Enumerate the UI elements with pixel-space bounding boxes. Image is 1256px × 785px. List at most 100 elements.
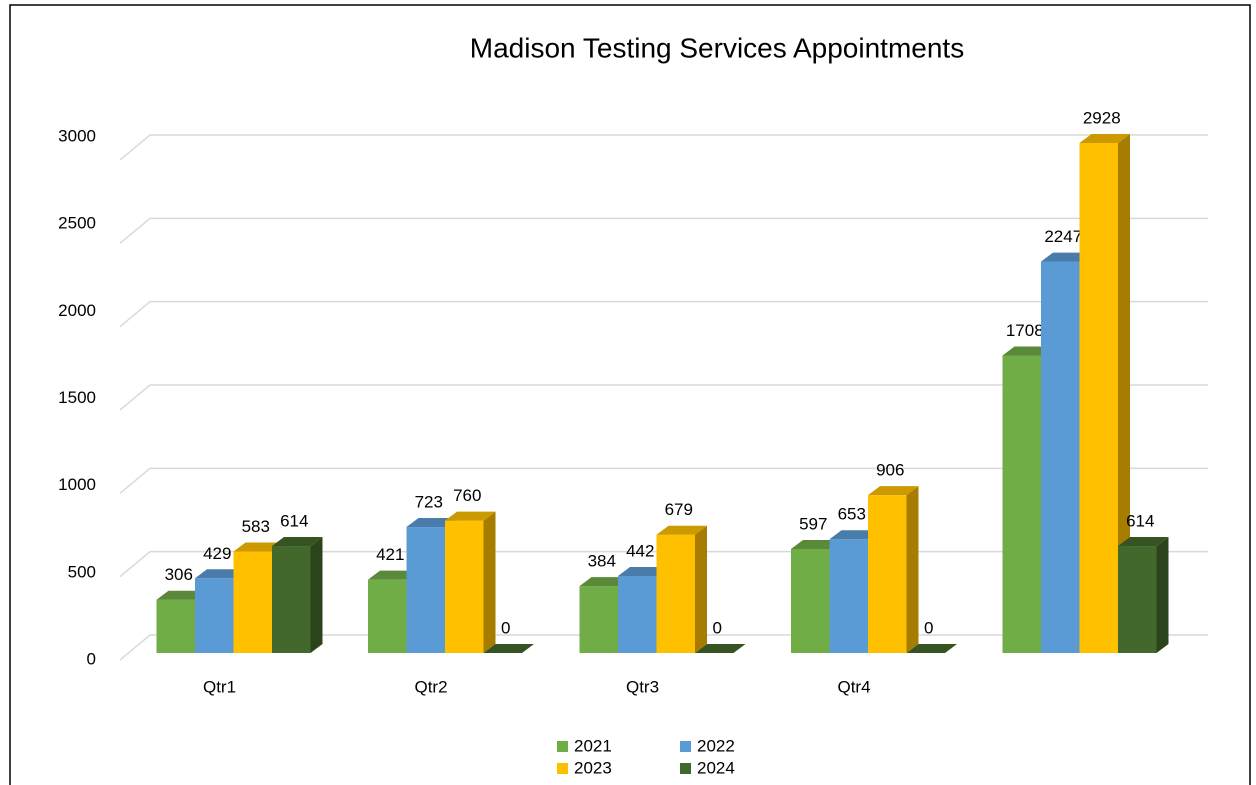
bar-front [656, 534, 695, 653]
bar-front [579, 586, 618, 653]
y-tick-label: 3000 [58, 126, 96, 145]
x-tick-label: Qtr1 [203, 677, 236, 696]
bar-top [1079, 133, 1130, 143]
bar [445, 511, 496, 653]
bar-top [791, 540, 842, 550]
data-label: 429 [203, 544, 231, 563]
x-tick-label: Qtr4 [837, 677, 870, 696]
bar-top [579, 577, 630, 587]
bar-front [829, 539, 868, 653]
bar [272, 537, 323, 653]
bar [656, 525, 707, 653]
bar-front [445, 520, 484, 653]
bar-front [272, 546, 311, 653]
legend-swatch [680, 763, 691, 774]
data-label: 1708 [1006, 321, 1044, 340]
bar-front [156, 599, 195, 653]
bar-front [368, 579, 407, 653]
data-label: 306 [165, 565, 193, 584]
grid-line [119, 300, 1208, 328]
data-label: 614 [1126, 512, 1154, 531]
data-label: 653 [838, 505, 866, 524]
bar-top [1041, 252, 1092, 262]
bar-front [618, 576, 657, 653]
bar-top [906, 644, 957, 653]
bar-top [272, 537, 323, 547]
data-label: 0 [501, 618, 510, 637]
data-label: 760 [453, 486, 481, 505]
bar [695, 644, 746, 653]
bar-front [868, 495, 907, 653]
bar-top [829, 530, 880, 540]
bar-front [791, 549, 830, 653]
y-tick-label: 2000 [58, 301, 96, 320]
bar-front [233, 551, 272, 653]
bar-front [406, 527, 445, 653]
chart-frame [9, 4, 1251, 785]
data-label: 597 [799, 514, 827, 533]
bar-top [195, 569, 246, 579]
y-tick-label: 0 [87, 649, 96, 668]
bar-side [1118, 133, 1130, 654]
legend-label: 2024 [697, 758, 735, 777]
x-tick-label: Qtr2 [414, 677, 447, 696]
legend-label: 2022 [697, 736, 735, 755]
bar-top [1118, 537, 1169, 547]
bar-front [1041, 261, 1080, 653]
bar-top [868, 486, 919, 496]
grid-line [119, 384, 1208, 411]
data-label: 0 [713, 618, 722, 637]
legend-swatch [680, 741, 691, 752]
bar-top [368, 570, 419, 580]
bar-front [1002, 355, 1041, 653]
bar-side [906, 486, 919, 653]
grid-line [119, 134, 1208, 161]
data-label: 2928 [1083, 108, 1121, 127]
data-label: 614 [280, 512, 308, 531]
data-label: 384 [588, 552, 616, 571]
data-label: 0 [924, 618, 933, 637]
bar-top [406, 518, 457, 528]
bar-side [695, 525, 707, 653]
bar-side [1156, 537, 1169, 653]
bar [868, 486, 919, 653]
data-label: 723 [415, 493, 443, 512]
y-tick-label: 500 [68, 562, 96, 581]
legend-swatch [557, 741, 568, 752]
y-tick-label: 1500 [58, 388, 96, 407]
y-tick-label: 1000 [58, 475, 96, 494]
legend-swatch [557, 763, 568, 774]
data-label: 906 [876, 461, 904, 480]
bar-top [695, 644, 746, 653]
bar-top [483, 644, 534, 653]
bar-top [618, 567, 669, 577]
bar-side [483, 511, 496, 653]
legend-label: 2021 [574, 736, 612, 755]
x-tick-label: Qtr3 [626, 677, 659, 696]
bar-top [233, 542, 284, 552]
legend-label: 2023 [574, 758, 612, 777]
data-label: 421 [376, 545, 404, 564]
y-tick-label: 2500 [58, 214, 96, 233]
bar-top [1002, 346, 1053, 356]
bar-front [1079, 142, 1118, 654]
data-label: 2247 [1044, 227, 1082, 246]
bar-top [445, 511, 496, 521]
bar [906, 644, 957, 653]
bar-top [156, 590, 207, 600]
bar-front [195, 578, 234, 653]
bar [483, 644, 534, 653]
bar [1118, 537, 1169, 653]
chart-title: Madison Testing Services Appointments [470, 32, 964, 63]
grid-line [119, 217, 1208, 244]
data-label: 583 [242, 517, 270, 536]
bar-front [1118, 546, 1157, 653]
bar [1079, 133, 1130, 654]
grid-line [119, 467, 1208, 494]
bar-side [310, 537, 323, 653]
data-label: 679 [665, 500, 693, 519]
bar-top [656, 525, 707, 535]
data-label: 442 [626, 541, 654, 560]
